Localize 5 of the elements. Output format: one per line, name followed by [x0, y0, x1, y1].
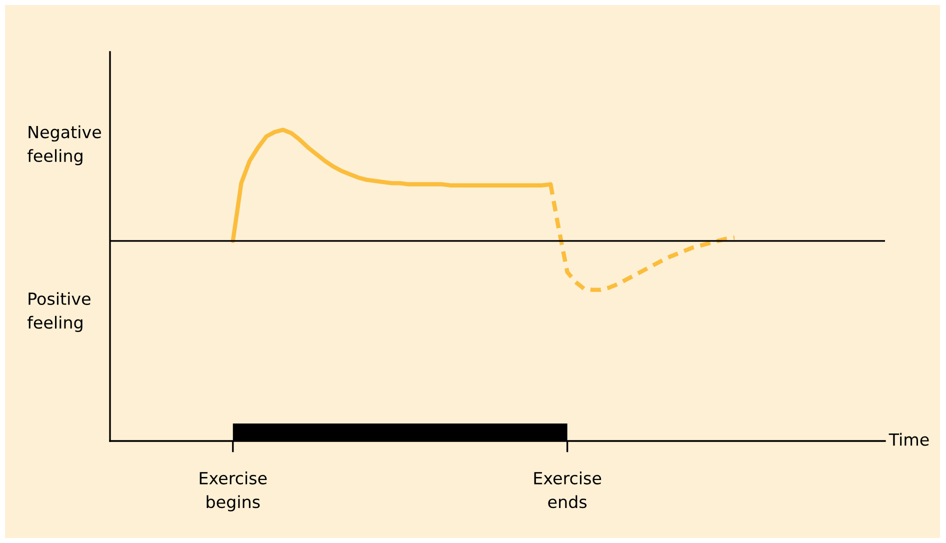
- text: Positive feeling: [27, 292, 90, 332]
- x-tick-label: Exercise begins: [200, 472, 267, 512]
- text: Negative feeling: [27, 125, 101, 166]
- text: Time: [888, 432, 929, 446]
- x-tick-label: Exercise ends: [534, 472, 602, 508]
